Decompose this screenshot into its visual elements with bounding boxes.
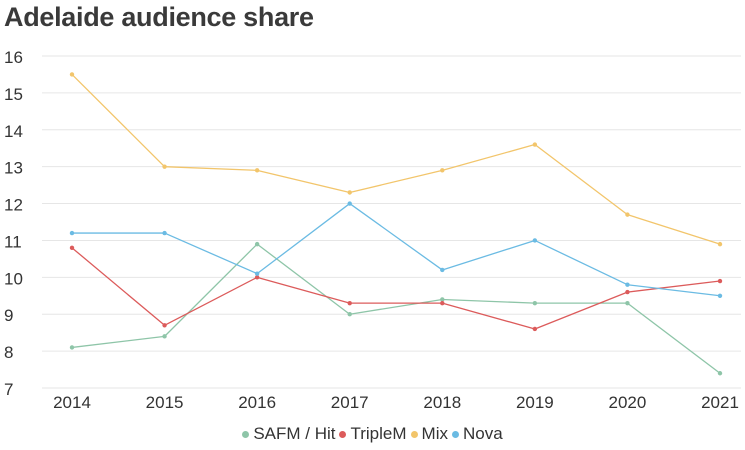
data-point bbox=[717, 241, 723, 247]
data-point bbox=[717, 371, 723, 376]
data-point bbox=[440, 297, 445, 302]
y-tick-label: 16 bbox=[4, 48, 23, 67]
y-tick-label: 11 bbox=[4, 232, 22, 251]
x-tick-label: 2019 bbox=[516, 393, 554, 412]
data-point bbox=[440, 168, 445, 173]
legend-label: SAFM / Hit bbox=[253, 424, 336, 443]
legend-label: TripleM bbox=[350, 424, 407, 443]
legend-marker bbox=[451, 430, 459, 438]
data-point bbox=[162, 230, 167, 236]
x-tick-label: 2015 bbox=[146, 393, 184, 412]
data-point bbox=[347, 312, 352, 317]
series-line bbox=[71, 73, 721, 245]
x-tick-label: 2018 bbox=[423, 393, 461, 412]
series-3 bbox=[69, 201, 723, 298]
legend-marker bbox=[242, 430, 250, 438]
legend-item: TripleM bbox=[339, 424, 407, 444]
legend-marker bbox=[410, 430, 418, 438]
data-point bbox=[440, 300, 445, 306]
data-point bbox=[254, 241, 260, 247]
series-lines bbox=[69, 72, 723, 376]
y-tick-label: 12 bbox=[4, 196, 23, 215]
data-point bbox=[347, 300, 352, 306]
y-tick-label: 13 bbox=[4, 159, 23, 178]
data-point bbox=[69, 72, 75, 77]
data-point bbox=[717, 278, 723, 284]
data-point bbox=[347, 190, 352, 195]
legend: SAFM / Hit TripleM Mix Nova bbox=[0, 424, 745, 444]
grid-lines bbox=[42, 55, 741, 389]
y-tick-label: 14 bbox=[4, 122, 23, 141]
y-tick-label: 7 bbox=[4, 380, 13, 399]
legend-item: SAFM / Hit bbox=[242, 424, 335, 444]
series-0 bbox=[69, 241, 723, 376]
legend-item: Nova bbox=[451, 424, 503, 444]
data-point bbox=[625, 300, 630, 306]
data-point bbox=[532, 300, 538, 306]
data-point bbox=[532, 238, 538, 243]
data-point bbox=[625, 212, 630, 217]
x-tick-label: 2016 bbox=[238, 393, 276, 412]
data-point bbox=[625, 289, 630, 295]
data-point bbox=[162, 164, 167, 169]
legend-item: Mix bbox=[410, 424, 448, 444]
data-point bbox=[347, 201, 352, 206]
chart-title: Adelaide audience share bbox=[4, 2, 314, 32]
x-tick-label: 2017 bbox=[331, 393, 369, 412]
legend-label: Mix bbox=[421, 424, 448, 443]
data-point bbox=[440, 267, 445, 273]
data-point bbox=[717, 293, 723, 298]
data-point bbox=[69, 345, 75, 350]
x-axis-ticks: 2014 2015 2016 2017 2018 2019 2020 2021 bbox=[53, 393, 739, 412]
series-line bbox=[72, 202, 721, 297]
x-tick-label: 2014 bbox=[53, 393, 91, 412]
data-point bbox=[69, 230, 75, 236]
series-line bbox=[71, 243, 721, 374]
legend-label: Nova bbox=[462, 424, 503, 443]
series-1 bbox=[69, 245, 723, 332]
data-point bbox=[162, 334, 167, 339]
series-line bbox=[71, 247, 721, 330]
data-point bbox=[532, 142, 538, 147]
y-tick-label: 10 bbox=[4, 269, 23, 288]
data-point bbox=[254, 271, 260, 276]
y-axis-ticks: 16 15 14 13 12 11 10 9 8 7 bbox=[4, 48, 23, 399]
data-point bbox=[254, 275, 260, 280]
y-tick-label: 9 bbox=[4, 306, 13, 325]
data-point bbox=[162, 323, 167, 328]
y-tick-label: 15 bbox=[4, 85, 23, 104]
x-tick-label: 2020 bbox=[609, 393, 647, 412]
data-point bbox=[254, 168, 260, 173]
y-tick-label: 8 bbox=[4, 343, 13, 362]
data-point bbox=[625, 282, 630, 287]
series-2 bbox=[69, 72, 723, 247]
x-tick-label: 2021 bbox=[701, 393, 739, 412]
data-point bbox=[532, 326, 538, 332]
legend-marker bbox=[339, 430, 347, 438]
data-point bbox=[69, 245, 75, 251]
